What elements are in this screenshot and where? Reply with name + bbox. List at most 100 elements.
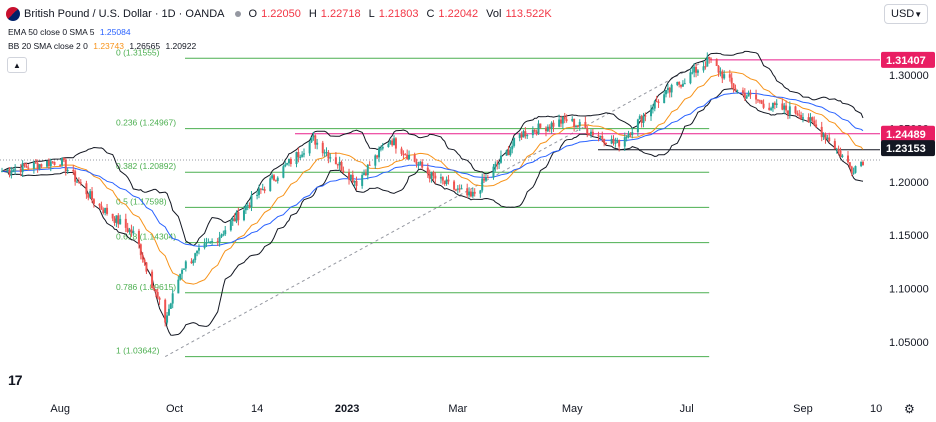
candle-body: [171, 293, 174, 304]
candle-body: [693, 66, 696, 73]
bb-basis-value: 1.23743: [93, 41, 124, 51]
candle-body: [548, 126, 551, 129]
candle-body: [376, 155, 379, 158]
candle-body: [576, 125, 579, 127]
chevron-up-icon: ▲: [13, 60, 21, 70]
candle-body: [717, 65, 720, 73]
candle-body: [483, 178, 486, 181]
candle-body: [837, 148, 840, 151]
candle-body: [61, 157, 64, 166]
candle-body: [670, 84, 673, 93]
candle-body: [813, 120, 816, 125]
candle-body: [663, 94, 666, 104]
candle-body: [342, 170, 345, 173]
candle-body: [520, 134, 523, 138]
candle-body: [428, 173, 431, 179]
collapse-legend-button[interactable]: ▲: [7, 57, 27, 73]
candle-body: [469, 191, 472, 197]
candle-body: [124, 218, 127, 228]
price-label-box: [881, 125, 935, 142]
candle-body: [250, 195, 253, 208]
ema-legend[interactable]: EMA 50 close 0 SMA 5 1.25084: [8, 27, 134, 37]
candle-body: [546, 126, 549, 132]
candle-body: [233, 218, 236, 222]
candle-body: [719, 71, 722, 73]
candle-body: [505, 150, 508, 156]
candle-body: [846, 155, 849, 163]
candle-body: [631, 132, 634, 136]
candle-body: [34, 162, 37, 164]
candle-body: [117, 215, 120, 225]
candle-body: [471, 191, 474, 197]
candle-body: [12, 169, 15, 173]
x-tick-label: 10: [870, 403, 882, 415]
candle-body: [310, 137, 313, 143]
candle-body: [51, 161, 54, 163]
candle-body: [640, 116, 643, 123]
candle-body: [603, 138, 606, 144]
candle-body: [676, 81, 679, 85]
candle-body: [695, 66, 698, 73]
bb-legend[interactable]: BB 20 SMA close 2 0 1.23743 1.26565 1.20…: [8, 41, 199, 51]
candle-body: [574, 125, 577, 127]
candle-body: [860, 161, 863, 167]
candle-body: [8, 169, 11, 174]
x-tick-label: Sep: [793, 403, 813, 415]
candle-body: [364, 173, 367, 176]
candle-body: [197, 247, 200, 251]
candle-body: [561, 116, 564, 124]
y-tick-label: 1.10000: [889, 284, 929, 296]
candle-body: [756, 99, 759, 101]
candle-body: [66, 169, 69, 172]
candle-body: [636, 119, 639, 133]
candle-body: [788, 106, 791, 115]
candle-body: [848, 162, 851, 167]
candle-body: [513, 137, 516, 146]
tradingview-logo[interactable]: 17: [8, 372, 23, 388]
candle-body: [798, 114, 801, 116]
settings-gear-icon[interactable]: ⚙: [904, 402, 915, 416]
candle-body: [74, 171, 77, 182]
candle-body: [59, 164, 62, 166]
candle-body: [49, 161, 52, 167]
candle-body: [14, 168, 17, 170]
candle-body: [203, 243, 206, 248]
candle-body: [132, 230, 135, 234]
candle-body: [394, 138, 397, 149]
candle-body: [297, 152, 300, 158]
candle-body: [102, 209, 105, 213]
candle-body: [154, 289, 157, 293]
candle-body: [316, 142, 319, 145]
candle-body: [106, 207, 109, 214]
candle-body: [499, 155, 502, 163]
candle-body: [237, 212, 240, 221]
candle-body: [389, 140, 392, 144]
candle-body: [732, 83, 735, 89]
candle-body: [597, 135, 600, 137]
candle-body: [466, 188, 469, 196]
candle-body: [565, 119, 568, 121]
fib-level-label: 0 (1.31555): [116, 47, 160, 57]
candle-body: [348, 172, 351, 180]
candle-body: [89, 191, 92, 198]
candle-body: [23, 163, 26, 166]
candle-body: [329, 157, 332, 159]
candle-body: [158, 297, 161, 300]
candle-body: [642, 115, 645, 123]
candle-body: [453, 181, 456, 190]
candle-body: [665, 90, 668, 95]
candle-body: [184, 261, 187, 269]
currency-select[interactable]: USD ▼: [884, 4, 928, 24]
candle-body: [143, 259, 146, 263]
ema-name: EMA 50 close 0 SMA 5: [8, 27, 95, 37]
candle-body: [616, 140, 619, 143]
candle-body: [691, 72, 694, 74]
candle-body: [282, 166, 285, 178]
candle-body: [366, 164, 369, 176]
candle-body: [340, 161, 343, 171]
candle-body: [786, 110, 789, 115]
candle-body: [62, 157, 65, 160]
x-tick-label: Jul: [680, 403, 694, 415]
